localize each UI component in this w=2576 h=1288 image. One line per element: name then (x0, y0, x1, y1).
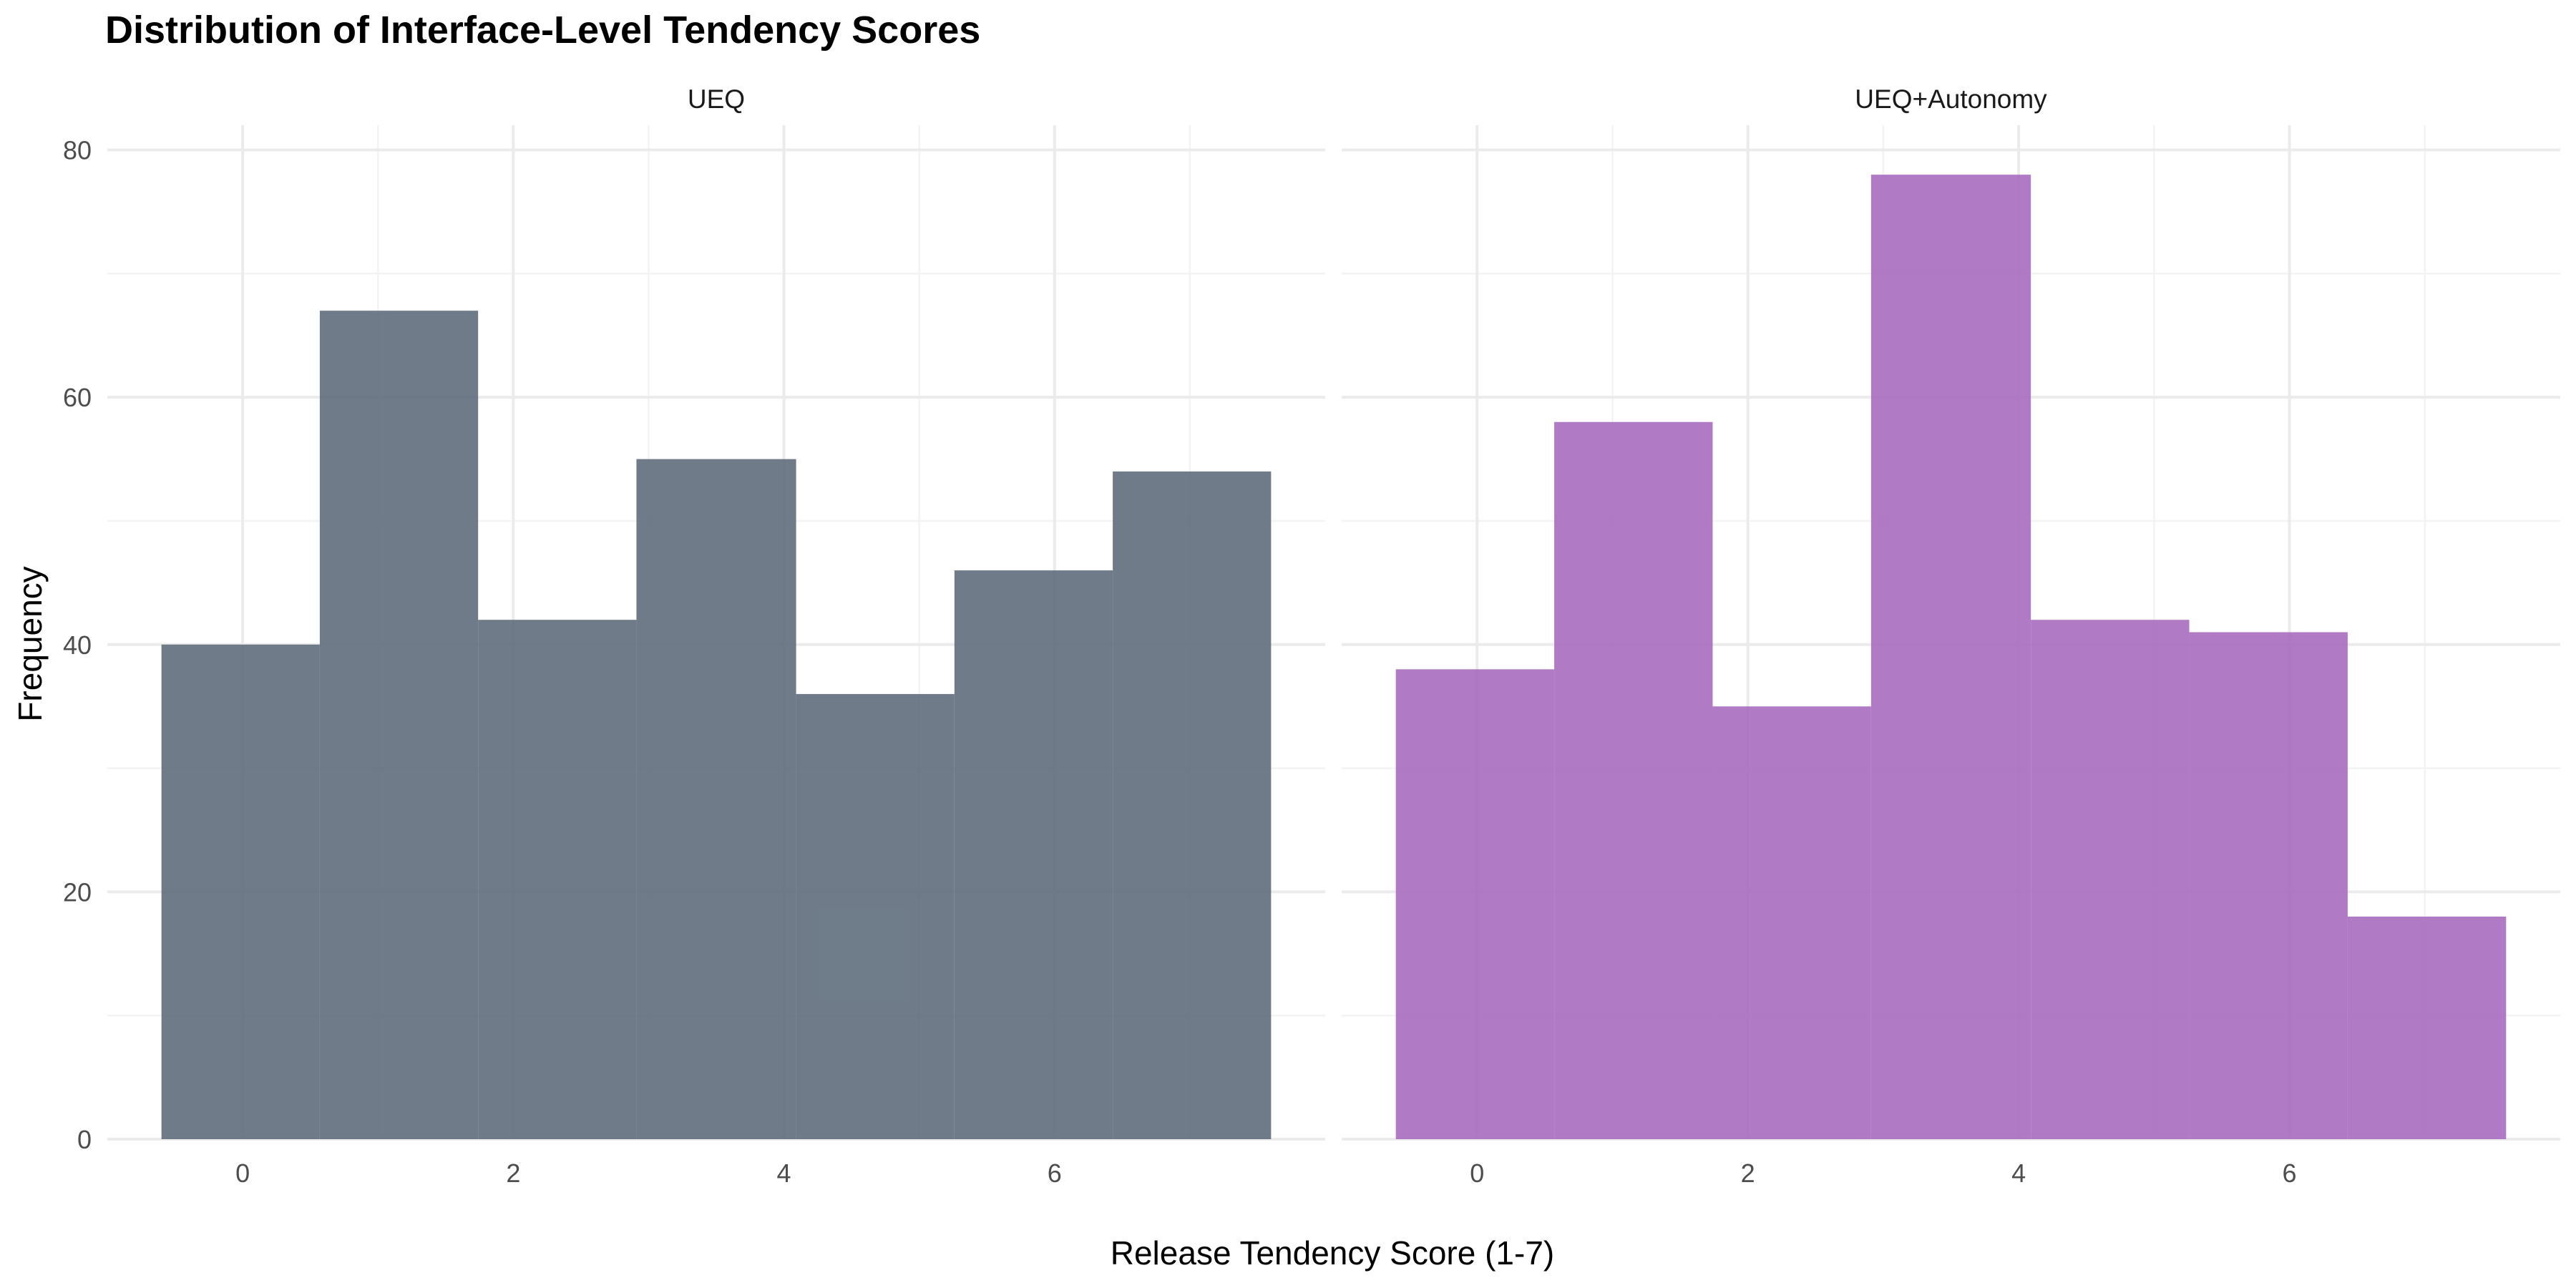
histogram-bar (319, 311, 479, 1140)
histogram-bar (1870, 175, 2031, 1139)
y-tick-label: 60 (63, 383, 92, 412)
y-tick-label: 0 (77, 1125, 92, 1154)
histogram-bar (1554, 421, 1713, 1139)
x-tick-label: 4 (2011, 1158, 2026, 1188)
x-tick-label: 2 (506, 1158, 520, 1188)
histogram-bar (2031, 620, 2190, 1139)
y-axis-title: Frequency (11, 566, 49, 721)
histogram-bar (1395, 669, 1555, 1139)
histogram-bar (1712, 706, 1871, 1139)
x-axis-title: Release Tendency Score (1-7) (1111, 1234, 1554, 1272)
y-tick-label: 40 (63, 630, 92, 660)
x-tick-label: 0 (235, 1158, 250, 1188)
histogram-bar (161, 644, 320, 1139)
histogram-bar (636, 459, 796, 1139)
x-tick-label: 2 (1741, 1158, 1755, 1188)
histogram-bar (954, 570, 1113, 1139)
panel-2: UEQ+Autonomy 0 2 4 6 (1342, 84, 2560, 1188)
x-tick-label: 6 (1048, 1158, 1062, 1188)
histogram-bar (2347, 916, 2507, 1139)
facet-strip-label: UEQ+Autonomy (1855, 84, 2047, 114)
facet-strip-label: UEQ (688, 84, 745, 114)
x-tick-label: 4 (777, 1158, 791, 1188)
y-tick-label: 20 (63, 877, 92, 907)
y-tick-label: 80 (63, 136, 92, 165)
histogram-bar (796, 693, 955, 1139)
histogram-bar (478, 620, 637, 1139)
histogram-bar (2189, 632, 2348, 1139)
x-tick-label: 0 (1470, 1158, 1484, 1188)
x-tick-label: 6 (2283, 1158, 2297, 1188)
chart-title: Distribution of Interface-Level Tendency… (105, 9, 980, 52)
histogram-bar (1113, 471, 1272, 1139)
